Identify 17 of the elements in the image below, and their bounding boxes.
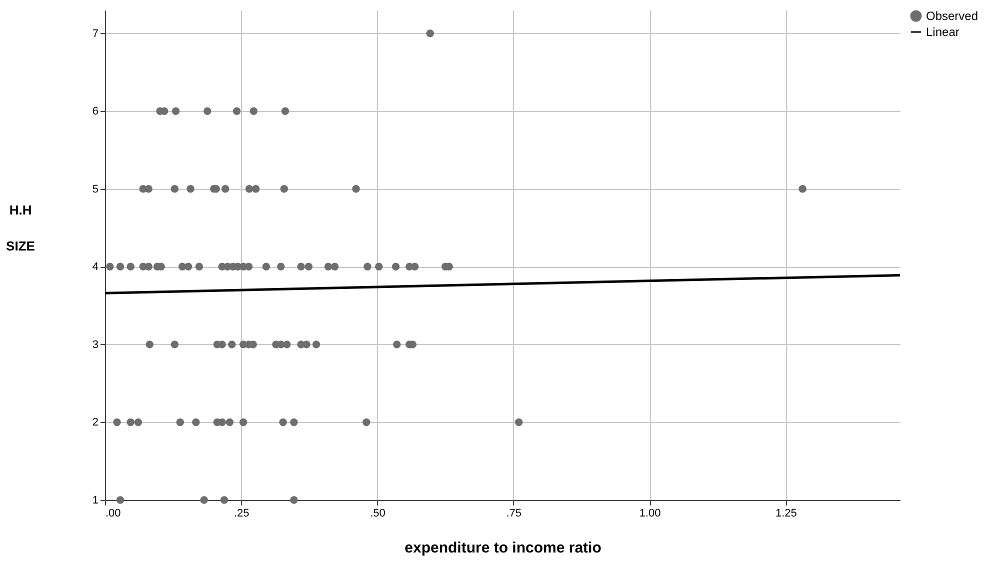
y-tick-label: 5 — [92, 183, 98, 196]
y-tick-label: 2 — [92, 416, 98, 429]
x-tick-label: 1.25 — [775, 508, 797, 520]
y-tick-label: 3 — [92, 338, 98, 351]
x-tick-label: .50 — [370, 508, 386, 520]
x-tick-label: .00 — [106, 508, 121, 520]
y-tick-label: 1 — [92, 494, 98, 506]
y-tick-label: 6 — [92, 106, 98, 118]
x-axis-title: expenditure to income ratio — [404, 540, 602, 556]
x-tick-label: 1.00 — [639, 508, 661, 520]
y-tick-label: 4 — [92, 261, 98, 274]
text: H.H SIZE — [6, 202, 35, 254]
y-tick-label: 7 — [92, 28, 98, 40]
x-tick-label: .75 — [506, 508, 522, 520]
x-tick-label: .25 — [234, 508, 250, 520]
legend-label: Observed — [926, 9, 978, 23]
legend-label: Linear — [926, 25, 960, 39]
